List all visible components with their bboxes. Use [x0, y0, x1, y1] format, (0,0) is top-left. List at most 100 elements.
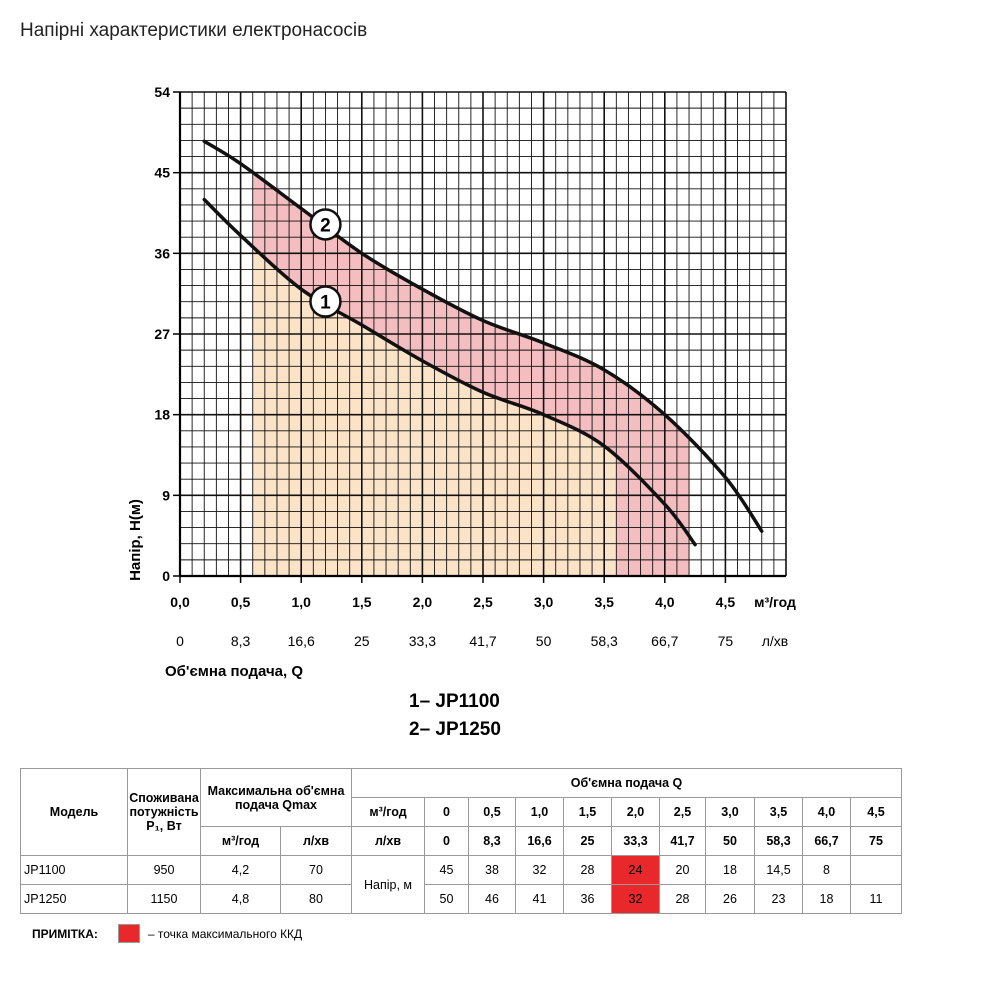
header-unit-lmin: л/хв — [351, 826, 425, 856]
qmax-lmin-cell: 80 — [280, 884, 352, 914]
header-flow: Об'ємна подача Q — [351, 768, 902, 798]
head-cell: 20 — [659, 855, 706, 885]
series-marker-2-label: 2 — [320, 215, 331, 236]
y-tick-label: 54 — [154, 84, 170, 100]
x2-tick-label: 0 — [176, 633, 184, 649]
flow-m3-cell: 0 — [424, 797, 469, 827]
x2-tick-label: 58,3 — [591, 633, 618, 649]
model-cell: JP1250 — [20, 884, 128, 914]
head-cell: 18 — [802, 884, 851, 914]
head-cell: 50 — [424, 884, 469, 914]
head-cell: 32 — [515, 855, 564, 885]
note: ПРИМІТКА: – точка максимального ККД — [32, 924, 302, 943]
flow-lmin-cell: 0 — [424, 826, 469, 856]
x-tick-label: 2,0 — [413, 594, 433, 610]
head-cell: 26 — [705, 884, 755, 914]
head-cell: 32 — [611, 884, 660, 914]
x-tick-label: 4,5 — [716, 594, 736, 610]
head-cell: 24 — [611, 855, 660, 885]
flow-m3-cell: 0,5 — [468, 797, 516, 827]
spec-table: Модель Споживана потужність Р₁, Вт Макси… — [20, 768, 902, 914]
series-marker-2-circle — [309, 208, 342, 241]
y-axis-title: Напір, H(м) — [127, 499, 144, 581]
max-efficiency-swatch — [117, 924, 140, 943]
x2-unit-label: л/хв — [762, 633, 789, 649]
x-tick-label: 2,5 — [473, 594, 493, 610]
x2-tick-label: 25 — [354, 633, 370, 649]
flow-m3-cell: 4,0 — [802, 797, 851, 827]
header-qmax-lmin: л/хв — [280, 826, 352, 856]
header-model: Модель — [20, 768, 128, 856]
flow-lmin-cell: 8,3 — [468, 826, 516, 856]
flow-lmin-cell: 66,7 — [802, 826, 851, 856]
y-tick-label: 9 — [162, 487, 170, 503]
x-unit-label: м³/год — [754, 594, 796, 610]
flow-m3-cell: 2,5 — [659, 797, 706, 827]
head-cell: 18 — [705, 855, 755, 885]
head-cell: 38 — [468, 855, 516, 885]
x-tick-label: 1,5 — [352, 594, 372, 610]
note-text: – точка максимального ККД — [147, 926, 303, 941]
qmax-lmin-cell: 70 — [280, 855, 352, 885]
head-cell: 14,5 — [754, 855, 803, 885]
x2-tick-label: 75 — [718, 633, 734, 649]
head-curve-chart: 0 9 18 27 36 45 54 0,0 0,5 1,0 1,5 2,0 2,5 3,0 3,5 4,0 4… — [127, 84, 796, 680]
head-cell: 11 — [850, 884, 902, 914]
head-cell: 45 — [424, 855, 469, 885]
head-cell: 46 — [468, 884, 516, 914]
x-tick-label: 0,0 — [170, 594, 190, 610]
y-tick-label: 45 — [154, 165, 170, 181]
y-tick-label: 0 — [162, 568, 170, 584]
head-cell: 28 — [659, 884, 706, 914]
flow-m3-cell: 1,0 — [515, 797, 564, 827]
x-tick-label: 3,5 — [594, 594, 614, 610]
header-qmax-m3: м³/год — [200, 826, 281, 856]
x-tick-label: 0,5 — [231, 594, 251, 610]
header-qmax: Максимальна об'ємна подача Qmax — [200, 768, 352, 827]
curve-jp1100 — [202, 197, 697, 547]
series-marker-1-circle — [309, 285, 342, 318]
flow-lmin-cell: 25 — [563, 826, 612, 856]
flow-lmin-cell: 16,6 — [515, 826, 564, 856]
model-cell: JP1100 — [20, 855, 128, 885]
header-unit-m3: м³/год — [351, 797, 425, 827]
x-tick-label: 4,0 — [655, 594, 675, 610]
curve-jp1250 — [202, 139, 764, 533]
qmax-m3-cell: 4,8 — [200, 884, 281, 914]
flow-lmin-cell: 41,7 — [659, 826, 706, 856]
chart-legend: 1– JP1100 2– JP1250 — [409, 688, 501, 744]
flow-lmin-cell: 33,3 — [611, 826, 660, 856]
flow-m3-cell: 4,5 — [850, 797, 902, 827]
header-power: Споживана потужність Р₁, Вт — [127, 768, 201, 856]
flow-m3-cell: 1,5 — [563, 797, 612, 827]
series-marker-1-label: 1 — [320, 293, 331, 314]
flow-lmin-cell: 58,3 — [754, 826, 803, 856]
y-tick-label: 36 — [154, 245, 170, 261]
page-title: Напірні характеристики електронасосів — [20, 20, 368, 41]
head-cell: 28 — [563, 855, 612, 885]
legend-item-jp1100: 1– JP1100 — [409, 691, 500, 712]
note-label: ПРИМІТКА: — [32, 926, 98, 941]
head-cell: 23 — [754, 884, 803, 914]
x2-tick-label: 16,6 — [288, 633, 315, 649]
x2-tick-label: 33,3 — [409, 633, 436, 649]
legend-item-jp1250: 2– JP1250 — [409, 719, 501, 740]
qmax-m3-cell: 4,2 — [200, 855, 281, 885]
flow-m3-cell: 3,5 — [754, 797, 803, 827]
header-head: Напір, м — [351, 855, 425, 914]
power-cell: 1150 — [127, 884, 201, 914]
head-cell — [850, 855, 902, 885]
head-cell: 8 — [802, 855, 851, 885]
head-cell: 36 — [563, 884, 612, 914]
flow-m3-cell: 3,0 — [705, 797, 755, 827]
x2-tick-label: 8,3 — [231, 633, 251, 649]
head-cell: 41 — [515, 884, 564, 914]
flow-m3-cell: 2,0 — [611, 797, 660, 827]
flow-lmin-cell: 50 — [705, 826, 755, 856]
x2-tick-label: 66,7 — [651, 633, 678, 649]
flow-lmin-cell: 75 — [850, 826, 902, 856]
x2-tick-label: 50 — [536, 633, 552, 649]
power-cell: 950 — [127, 855, 201, 885]
y-tick-label: 18 — [154, 407, 170, 423]
x2-tick-label: 41,7 — [469, 633, 496, 649]
